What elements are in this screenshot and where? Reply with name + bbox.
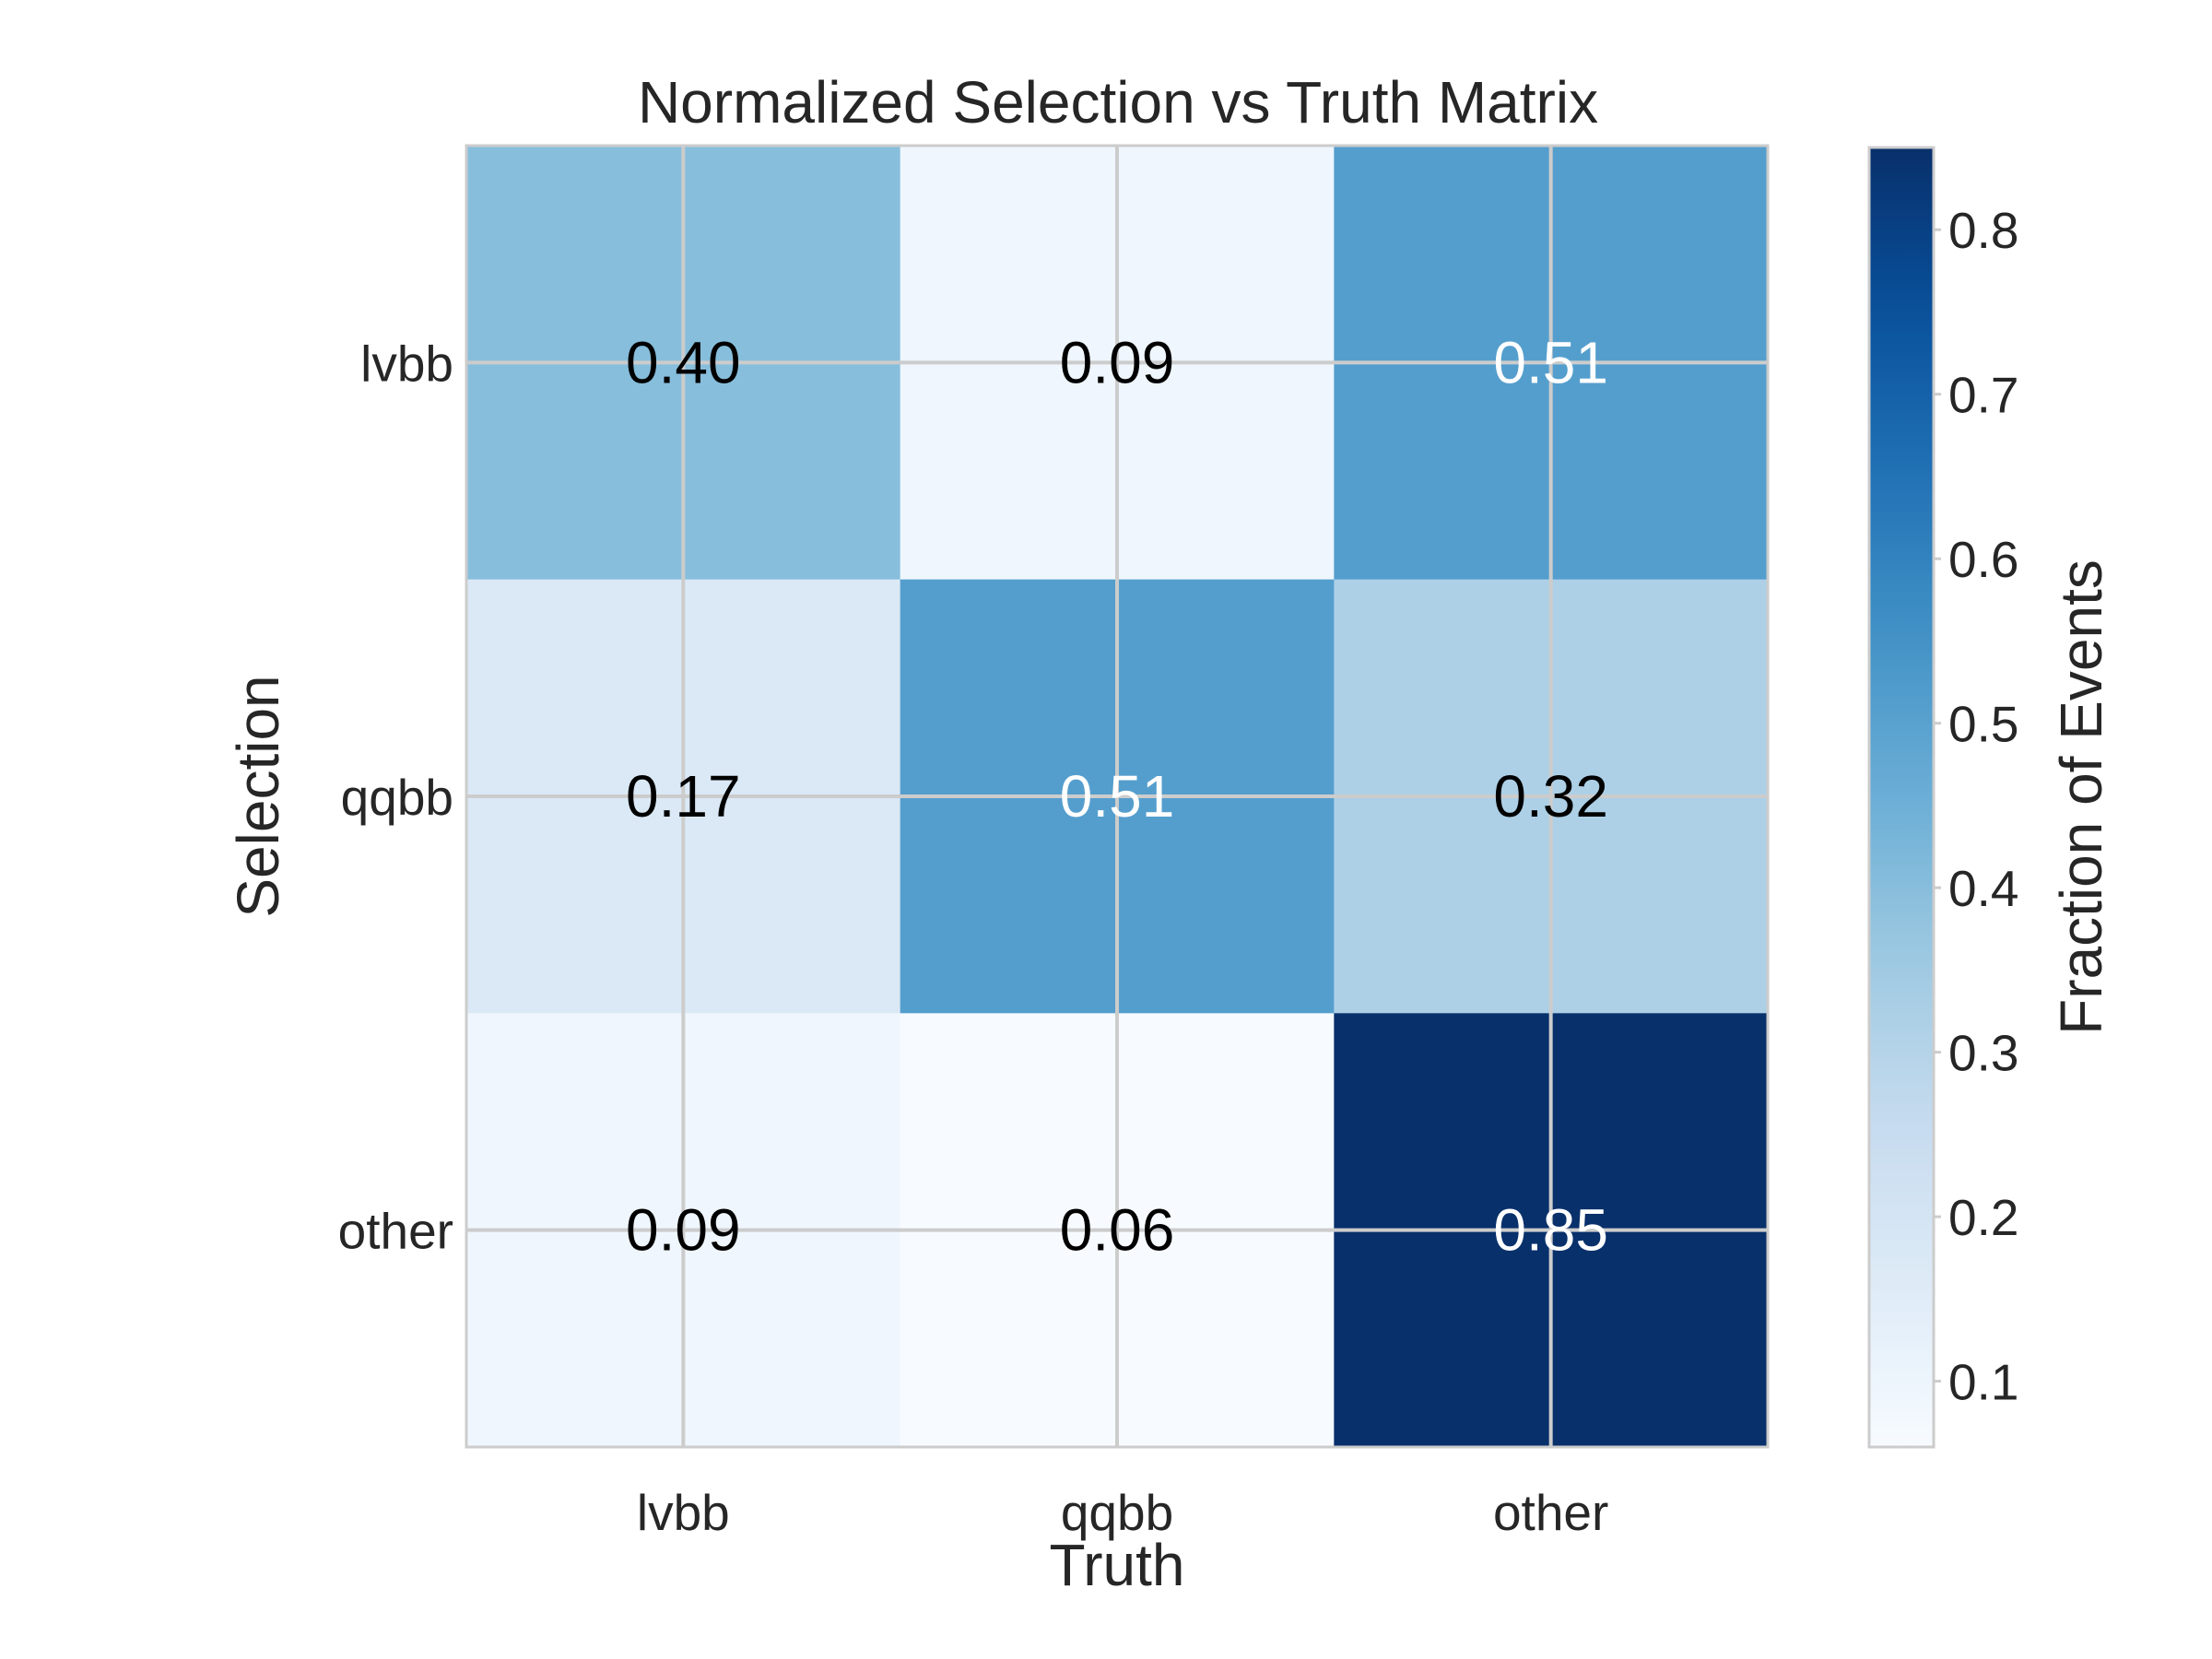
cell-value-label: 0.51 (1060, 763, 1175, 830)
colorbar-tick-label: 0.4 (1948, 860, 2018, 917)
cell-value-label: 0.09 (626, 1197, 741, 1264)
colorbar-tick-label: 0.1 (1948, 1354, 2018, 1411)
cell-value-label: 0.09 (1060, 329, 1175, 395)
colorbar-tick-label: 0.5 (1948, 696, 2018, 753)
y-axis-label: Selection (225, 675, 291, 917)
y-tick-label: other (338, 1203, 453, 1260)
x-tick-label: qqbb (1061, 1484, 1173, 1541)
cell-value-labels: 0.40 0.09 0.51 0.17 0.51 0.32 0.09 0.06 0.85 (626, 329, 1608, 1263)
colorbar-tick-label: 0.6 (1948, 531, 2018, 588)
colorbar-ticks: 0.1 0.2 0.3 0.4 0.5 0.6 0.7 0.8 (1934, 202, 2018, 1411)
grid-lines (466, 146, 1768, 1447)
colorbar-tick-label: 0.3 (1948, 1025, 2018, 1082)
y-axis-ticks: lvbb qqbb other (338, 335, 453, 1259)
y-tick-label: qqbb (341, 769, 453, 826)
x-tick-label: other (1493, 1484, 1608, 1541)
x-axis-label: Truth (1050, 1532, 1185, 1598)
plot-frame (465, 144, 1770, 1449)
colorbar-tick-label: 0.2 (1948, 1189, 2018, 1246)
x-tick-label: lvbb (637, 1484, 730, 1541)
cell-value-label: 0.40 (626, 329, 741, 395)
colorbar-label: Fraction of Events (2048, 559, 2114, 1035)
cell-value-label: 0.85 (1493, 1197, 1608, 1264)
y-tick-label: lvbb (360, 335, 453, 392)
colorbar (1867, 146, 1936, 1449)
cell-value-label: 0.32 (1493, 763, 1608, 830)
cell-value-label: 0.51 (1493, 329, 1608, 395)
x-axis-ticks: lvbb qqbb other (637, 1484, 1608, 1541)
cell-value-label: 0.06 (1060, 1197, 1175, 1264)
colorbar-tick-label: 0.8 (1948, 202, 2018, 259)
colorbar-tick-label: 0.7 (1948, 367, 2018, 424)
chart-title: Normalized Selection vs Truth Matrix (638, 69, 1598, 135)
cell-value-label: 0.17 (626, 763, 741, 830)
